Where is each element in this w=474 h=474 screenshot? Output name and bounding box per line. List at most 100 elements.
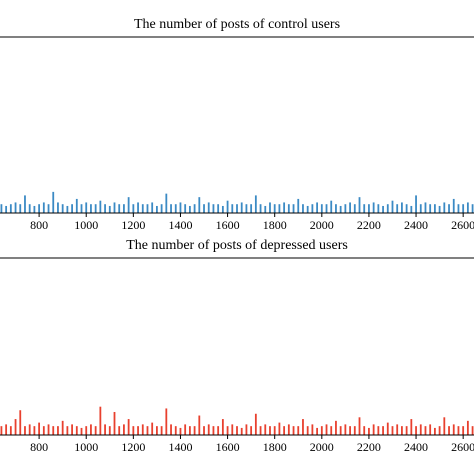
bar — [104, 424, 106, 435]
bar — [424, 426, 427, 435]
bar — [405, 204, 408, 213]
bar — [57, 426, 59, 435]
bar — [269, 426, 271, 435]
x-tick-label: 2000 — [310, 218, 334, 232]
bar — [66, 205, 69, 213]
bar — [386, 422, 389, 435]
bar — [19, 410, 22, 435]
bar — [146, 426, 149, 435]
bar — [14, 419, 17, 435]
x-tick-label: 800 — [30, 440, 48, 454]
bar — [52, 191, 55, 213]
bar — [240, 427, 243, 435]
bar — [90, 424, 92, 435]
bar — [104, 204, 106, 213]
bar — [368, 204, 370, 213]
bar — [42, 426, 45, 435]
bar — [221, 419, 224, 435]
bar — [47, 204, 50, 213]
bar — [24, 426, 26, 435]
bar — [330, 200, 333, 213]
bar — [188, 426, 191, 435]
bar — [287, 204, 290, 213]
x-tick-label: 1800 — [263, 218, 287, 232]
bar — [221, 205, 224, 213]
bar — [245, 424, 248, 435]
bar — [358, 197, 361, 213]
bar — [226, 200, 229, 213]
bar — [179, 427, 182, 435]
bar — [471, 426, 474, 435]
bar — [94, 426, 97, 435]
bar — [325, 204, 328, 213]
bar — [85, 202, 88, 213]
bar — [401, 426, 403, 435]
bar — [132, 204, 135, 213]
x-tick-label: 2600 — [451, 440, 474, 454]
bar — [28, 424, 31, 435]
bar — [269, 202, 271, 213]
bar — [231, 204, 234, 213]
bar — [207, 424, 210, 435]
bar — [372, 424, 375, 435]
bar — [132, 426, 135, 435]
bar — [410, 419, 413, 435]
bar — [184, 424, 187, 435]
bar — [5, 424, 8, 435]
bar — [179, 202, 182, 213]
bar — [61, 420, 64, 435]
bar — [415, 195, 417, 213]
bar — [335, 420, 337, 435]
bar — [245, 204, 248, 213]
bar — [19, 204, 22, 213]
bar — [457, 426, 460, 435]
bar — [0, 204, 3, 213]
bar — [47, 424, 50, 435]
bar — [339, 426, 342, 435]
bar — [28, 204, 31, 213]
bar — [306, 205, 309, 213]
bar — [118, 426, 121, 435]
bar — [466, 202, 469, 213]
bar — [368, 427, 370, 435]
chart-title: The number of posts of control users — [134, 17, 340, 32]
bar — [311, 424, 314, 435]
bar — [170, 424, 172, 435]
bar — [5, 205, 8, 213]
bar — [264, 205, 267, 213]
bar — [226, 426, 229, 435]
bar — [24, 195, 26, 213]
bar — [419, 424, 422, 435]
bar — [292, 426, 295, 435]
bar — [80, 427, 83, 435]
bar — [320, 426, 323, 435]
bar — [99, 200, 102, 213]
bar — [278, 204, 281, 213]
bar — [193, 426, 196, 435]
bar — [250, 204, 253, 213]
bar — [123, 204, 125, 213]
bar — [382, 426, 384, 435]
x-tick-label: 2400 — [404, 440, 428, 454]
bar — [405, 426, 408, 435]
bar — [156, 205, 158, 213]
bar — [372, 202, 375, 213]
bar — [99, 406, 102, 435]
x-tick-label: 1800 — [263, 440, 287, 454]
bar — [212, 204, 215, 213]
bar — [302, 204, 304, 213]
bar — [306, 426, 309, 435]
bar — [254, 413, 257, 435]
bar — [377, 204, 380, 213]
bar — [433, 427, 436, 435]
bar — [61, 204, 64, 213]
bar — [353, 426, 356, 435]
bar — [391, 200, 394, 213]
bar — [320, 204, 323, 213]
x-tick-label: 1000 — [74, 440, 98, 454]
x-tick-label: 2400 — [404, 218, 428, 232]
bar — [349, 426, 351, 435]
bar — [358, 417, 361, 435]
bar — [259, 204, 262, 213]
bar — [217, 204, 220, 213]
